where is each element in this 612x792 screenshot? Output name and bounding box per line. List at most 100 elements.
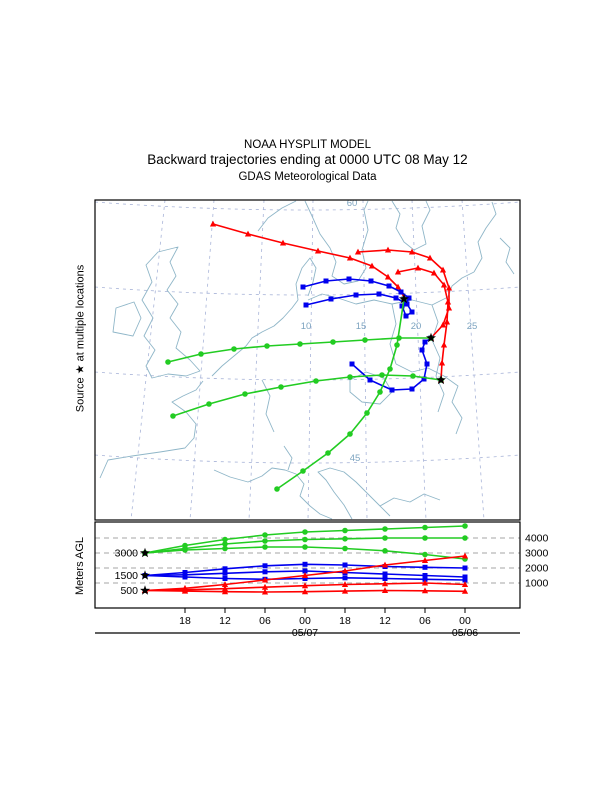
trajectory-marker xyxy=(461,552,469,559)
trajectory-marker xyxy=(314,247,322,254)
trajectory-marker xyxy=(393,295,399,301)
trajectory-marker xyxy=(368,278,374,284)
trajectory-marker xyxy=(394,283,402,290)
source-height-label: 500 xyxy=(120,585,138,597)
model-title: NOAA HYSPLIT MODEL xyxy=(244,139,371,151)
trajectory-marker xyxy=(222,541,228,547)
trajectory-marker xyxy=(182,574,188,580)
trajectory-marker xyxy=(302,529,308,535)
coastline xyxy=(389,303,397,365)
trajectory-marker xyxy=(222,576,228,581)
trajectory-marker xyxy=(242,391,248,397)
trajectory-marker xyxy=(222,536,228,543)
trajectory-marker xyxy=(440,281,448,288)
trajectory-marker xyxy=(341,567,349,574)
trajectory-marker xyxy=(261,588,269,595)
coastline xyxy=(211,299,299,377)
trajectory-marker xyxy=(462,535,468,541)
trajectory-marker xyxy=(278,384,284,390)
trajectory-marker xyxy=(461,581,469,587)
trajectory-marker xyxy=(399,303,405,309)
trajectory-marker xyxy=(422,524,428,531)
trajectory-marker xyxy=(462,574,468,580)
trajectory-marker xyxy=(342,527,348,534)
trajectory-marker xyxy=(342,536,348,542)
coastline xyxy=(431,304,445,413)
source-star-marker xyxy=(399,293,409,304)
trajectory-marker xyxy=(279,239,287,246)
time-tick-label: 12 xyxy=(219,615,231,627)
trajectory-marker xyxy=(424,361,430,367)
graticule-parallel xyxy=(95,454,520,464)
trajectory-marker xyxy=(419,347,425,353)
trajectory-marker xyxy=(300,284,306,290)
trajectory-marker xyxy=(302,536,308,543)
map-base: 60 45 10 15 20 25 xyxy=(95,200,520,520)
coastline xyxy=(349,371,393,405)
trajectory-marker xyxy=(301,588,309,595)
trajectory-marker xyxy=(302,568,308,574)
trajectory-marker xyxy=(367,377,373,383)
source-star-marker xyxy=(140,570,150,580)
coastline xyxy=(283,445,293,471)
trajectory-marker xyxy=(262,544,268,550)
trajectory-marker xyxy=(414,264,422,271)
coastline xyxy=(99,380,204,479)
trajectory-marker xyxy=(462,565,468,571)
trajectory-marker xyxy=(422,573,428,578)
trajectory-marker xyxy=(421,579,429,586)
map-border xyxy=(94,199,521,521)
trajectory-marker xyxy=(439,321,447,328)
trajectory-marker xyxy=(398,289,404,295)
trajectory-marker xyxy=(341,581,349,587)
source-star-marker xyxy=(140,547,150,558)
trajectory-marker xyxy=(382,535,388,541)
trajectory-marker xyxy=(381,580,389,587)
coastline xyxy=(473,201,497,273)
trajectory-marker xyxy=(410,373,416,379)
map-graticule-label: 20 xyxy=(411,321,422,332)
trajectory-marker xyxy=(261,583,269,590)
trajectory-marker xyxy=(394,342,400,348)
trajectory-marker xyxy=(221,588,229,595)
coastline xyxy=(141,246,201,379)
trajectory-marker xyxy=(302,544,308,550)
trajectory-marker xyxy=(382,526,388,532)
trajectory-marker xyxy=(403,313,409,319)
coastline xyxy=(257,200,297,232)
trajectory-marker xyxy=(376,291,382,297)
trajectory-marker xyxy=(274,486,280,492)
trajectory-marker xyxy=(426,254,434,261)
trajectory-marker xyxy=(404,301,410,307)
trajectory-marker xyxy=(382,576,388,581)
figure-title: Backward trajectories ending at 0000 UTC… xyxy=(147,152,468,167)
height-axis-label: 2000 xyxy=(525,563,549,575)
time-tick-label: 06 xyxy=(419,615,431,627)
trajectory-marker xyxy=(347,374,353,380)
trajectory-marker xyxy=(421,557,429,563)
map-graticule-label: 10 xyxy=(301,321,312,332)
trajectory-marker xyxy=(302,576,308,581)
coastline xyxy=(499,237,515,275)
trajectory-marker xyxy=(349,361,355,367)
trajectory-marker xyxy=(297,341,303,347)
time-tick-label: 18 xyxy=(179,615,191,627)
height-profile: 3000 1500 500 4000 3000 2000 1000 18 12 06 00 18 12 0… xyxy=(94,521,549,639)
trajectory-marker xyxy=(438,359,446,366)
height-axis-label: 4000 xyxy=(525,533,549,545)
trajectory-marker xyxy=(244,230,252,237)
trajectory-marker xyxy=(222,545,228,552)
trajectory-marker xyxy=(408,248,416,255)
trajectory-marker xyxy=(342,545,348,552)
trajectory-marker xyxy=(382,571,388,577)
map-graticule-label: 15 xyxy=(356,321,367,332)
graticule-meridian xyxy=(130,200,166,520)
graticule-meridian xyxy=(248,200,265,520)
time-tick-label: 12 xyxy=(379,615,391,627)
height-axis-label: 3000 xyxy=(525,548,549,560)
trajectory-marker xyxy=(303,302,309,308)
trajectory-marker xyxy=(198,351,204,357)
trajectory-marker xyxy=(353,292,359,298)
trajectory-marker xyxy=(381,587,389,593)
